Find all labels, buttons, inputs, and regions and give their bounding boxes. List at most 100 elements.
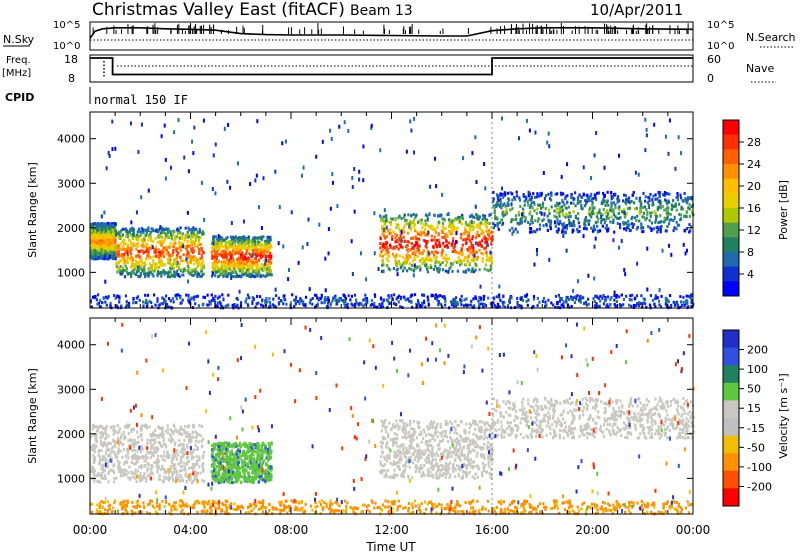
- scatter-cell: [400, 239, 403, 243]
- scatter-cell: [214, 142, 217, 147]
- scatter-cell: [482, 231, 485, 235]
- scatter-cell: [263, 246, 266, 250]
- scatter-cell: [144, 250, 148, 254]
- scatter-cell: [201, 265, 204, 269]
- scatter-cell: [139, 266, 142, 270]
- scatter-cell: [414, 214, 418, 218]
- scatter-cell: [117, 254, 120, 258]
- scatter-cell: [134, 301, 137, 304]
- freq-panel: Freq. [MHz] 18 8 60 0 Nave: [2, 53, 776, 85]
- scatter-cell: [257, 248, 260, 252]
- scatter-cell: [443, 244, 446, 248]
- scatter-cell: [320, 295, 323, 299]
- scatter-cell: [528, 128, 531, 133]
- scatter-cell: [116, 451, 119, 455]
- scatter-cell: [175, 451, 178, 455]
- scatter-cell: [610, 296, 613, 299]
- scatter-cell: [329, 128, 332, 133]
- scatter-cell: [256, 294, 259, 298]
- scatter-cell: [485, 240, 489, 244]
- scatter-cell: [192, 274, 195, 278]
- scatter-cell: [564, 230, 567, 235]
- scatter-cell: [231, 242, 234, 246]
- scatter-cell: [404, 222, 407, 226]
- scatter-cell: [381, 263, 384, 267]
- scatter-cell: [619, 216, 622, 220]
- scatter-cell: [244, 257, 248, 261]
- scatter-cell: [108, 254, 111, 259]
- scatter-cell: [391, 235, 394, 238]
- scatter-cell: [441, 249, 444, 253]
- scatter-cell: [544, 300, 547, 304]
- scatter-cell: [416, 237, 419, 241]
- scatter-cell: [624, 200, 627, 204]
- scatter-cell: [429, 224, 432, 228]
- scatter-cell: [517, 303, 521, 307]
- scatter-cell: [177, 265, 181, 269]
- scatter-cell: [171, 297, 174, 301]
- scatter-cell: [125, 261, 128, 265]
- scatter-cell: [107, 249, 110, 253]
- scatter-cell: [255, 245, 258, 248]
- scatter-cell: [164, 246, 167, 250]
- scatter-cell: [570, 222, 573, 225]
- scatter-cell: [195, 295, 198, 299]
- scatter-cell: [650, 221, 654, 225]
- scatter-cell: [181, 244, 184, 249]
- scatter-cell: [394, 236, 397, 240]
- scatter-cell: [268, 244, 271, 248]
- scatter-cell: [657, 190, 660, 194]
- scatter-cell: [220, 250, 223, 254]
- scatter-cell: [309, 298, 312, 302]
- scatter-cell: [266, 267, 269, 270]
- scatter-cell: [492, 197, 495, 201]
- scatter-cell: [644, 148, 647, 153]
- scatter-cell: [591, 210, 594, 214]
- scatter-cell: [469, 251, 472, 255]
- scatter-cell: [105, 303, 108, 307]
- scatter-cell: [427, 299, 430, 303]
- scatter-cell: [582, 234, 585, 239]
- scatter-cell: [476, 230, 479, 234]
- scatter-cell: [127, 456, 130, 460]
- scatter-cell: [666, 210, 669, 213]
- scatter-cell: [221, 260, 224, 264]
- scatter-cell: [277, 241, 280, 246]
- scatter-cell: [402, 235, 405, 239]
- noise-right-label: N.Search: [746, 31, 796, 44]
- scatter-cell: [370, 123, 373, 128]
- scatter-cell: [245, 252, 248, 256]
- scatter-cell: [437, 243, 440, 247]
- scatter-cell: [593, 300, 596, 303]
- scatter-cell: [182, 273, 185, 277]
- scatter-cell: [167, 235, 170, 238]
- scatter-cell: [129, 246, 132, 250]
- scatter-cell: [414, 223, 417, 226]
- scatter-cell: [413, 250, 416, 254]
- scatter-cell: [684, 251, 687, 256]
- noise-left-label: N.Sky: [3, 33, 35, 46]
- scatter-cell: [146, 293, 150, 297]
- scatter-cell: [178, 432, 181, 436]
- scatter-cell: [128, 465, 131, 469]
- scatter-cell: [233, 247, 236, 251]
- scatter-cell: [542, 296, 546, 300]
- scatter-cell: [677, 135, 680, 140]
- scatter-cell: [553, 214, 556, 218]
- scatter-cell: [536, 252, 539, 257]
- scatter-cell: [513, 196, 516, 200]
- scatter-cell: [482, 213, 485, 217]
- scatter-cell: [492, 301, 495, 305]
- scatter-cell: [138, 479, 142, 483]
- scatter-cell: [385, 218, 388, 222]
- scatter-cell: [385, 257, 388, 261]
- scatter-cell: [98, 225, 101, 229]
- scatter-cell: [229, 252, 232, 256]
- scatter-cell: [430, 294, 433, 298]
- scatter-cell: [675, 300, 678, 304]
- scatter-cell: [125, 459, 128, 463]
- scatter-cell: [487, 256, 490, 260]
- scatter-cell: [158, 241, 161, 245]
- scatter-cell: [632, 191, 635, 194]
- scatter-cell: [178, 243, 181, 247]
